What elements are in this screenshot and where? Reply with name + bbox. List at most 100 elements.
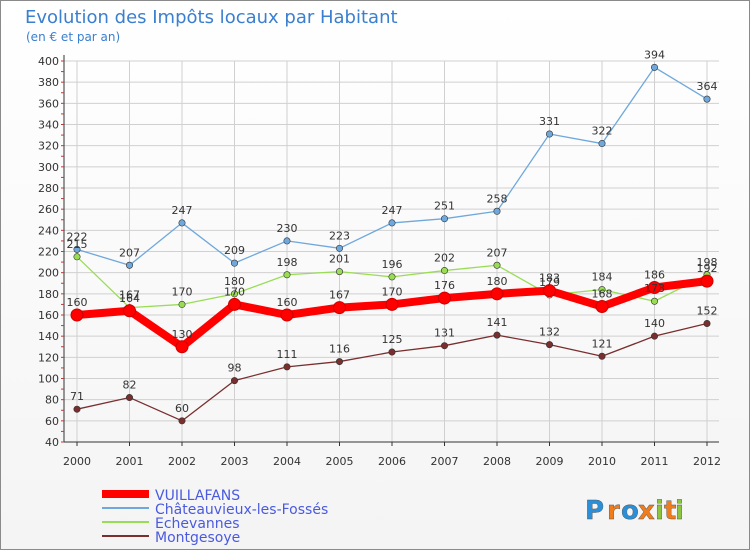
x-tick-label: 2001 xyxy=(116,455,144,468)
data-point xyxy=(388,219,396,227)
y-tick-label: 400 xyxy=(38,55,59,68)
y-tick-label: 280 xyxy=(38,182,59,195)
y-tick-label: 60 xyxy=(45,415,59,428)
data-point xyxy=(231,377,239,385)
x-tick-label: 2012 xyxy=(693,455,721,468)
data-label: 170 xyxy=(224,285,245,298)
data-label: 186 xyxy=(644,268,665,281)
data-label: 131 xyxy=(434,327,455,340)
data-label: 180 xyxy=(487,275,508,288)
data-label: 121 xyxy=(592,337,613,350)
legend-label: Montgesoye xyxy=(155,530,240,546)
legend-label: Châteauvieux-les-Fossés xyxy=(155,502,328,518)
data-point xyxy=(650,63,658,71)
data-label: 251 xyxy=(434,200,455,213)
x-tick-label: 2000 xyxy=(63,455,91,468)
y-tick-label: 40 xyxy=(45,436,59,449)
logo-letter: o xyxy=(621,496,639,526)
chart-title: Evolution des Impôts locaux par Habitant xyxy=(25,7,398,28)
data-label: 111 xyxy=(277,348,298,361)
x-tick-label: 2004 xyxy=(273,455,301,468)
data-label: 192 xyxy=(697,262,718,275)
data-label: 82 xyxy=(123,379,137,392)
y-tick-label: 300 xyxy=(38,161,59,174)
data-point xyxy=(598,352,606,360)
data-label: 364 xyxy=(697,80,718,93)
series-layer xyxy=(70,63,714,425)
data-label: 258 xyxy=(487,192,508,205)
x-tick-label: 2010 xyxy=(588,455,616,468)
grid-lines xyxy=(64,60,719,442)
data-point xyxy=(543,284,556,298)
data-label: 180 xyxy=(224,275,245,288)
data-label: 116 xyxy=(329,343,350,356)
data-label: 160 xyxy=(67,296,88,309)
data-label: 60 xyxy=(175,402,189,415)
data-point xyxy=(333,301,346,315)
x-tick-label: 2007 xyxy=(431,455,459,468)
data-label: 215 xyxy=(67,238,88,251)
data-point xyxy=(598,140,606,148)
data-label: 164 xyxy=(119,292,140,305)
data-point xyxy=(73,405,81,413)
x-tick-label: 2002 xyxy=(168,455,196,468)
y-tick-label: 260 xyxy=(38,203,59,216)
data-label: 198 xyxy=(697,256,718,269)
logo-letter: x xyxy=(638,496,655,526)
legend: VUILLAFANSChâteauvieux-les-FossésEchevan… xyxy=(102,488,328,546)
data-point xyxy=(178,417,186,425)
y-tick-label: 160 xyxy=(38,309,59,322)
data-label: 184 xyxy=(592,271,613,284)
data-point xyxy=(73,253,81,261)
data-point xyxy=(283,363,291,371)
data-point xyxy=(283,271,291,279)
data-point xyxy=(335,244,343,252)
data-point xyxy=(493,207,501,215)
logo-letter: t xyxy=(664,496,676,526)
data-point xyxy=(228,297,241,311)
data-point xyxy=(73,245,81,253)
x-tick-label: 2009 xyxy=(536,455,564,468)
data-point xyxy=(231,259,239,267)
data-label: 202 xyxy=(434,252,455,265)
legend-label: VUILLAFANS xyxy=(155,488,240,504)
data-label: 168 xyxy=(592,288,613,301)
y-tick-label: 240 xyxy=(38,224,59,237)
data-label: 125 xyxy=(382,333,403,346)
data-label: 222 xyxy=(67,230,88,243)
data-label: 98 xyxy=(228,362,242,375)
data-point xyxy=(335,358,343,366)
y-tick-label: 220 xyxy=(38,246,59,259)
data-label: 130 xyxy=(172,328,193,341)
data-point xyxy=(70,308,84,322)
data-label: 152 xyxy=(697,304,718,317)
data-label: 140 xyxy=(644,317,665,330)
x-tick-label: 2011 xyxy=(641,455,669,468)
logo-letter: i xyxy=(675,496,684,526)
data-label: 71 xyxy=(70,390,84,403)
data-label: 247 xyxy=(382,204,403,217)
data-point xyxy=(385,297,399,311)
data-label: 176 xyxy=(434,279,455,292)
data-point xyxy=(335,268,343,276)
data-label: 247 xyxy=(172,204,193,217)
data-point xyxy=(388,273,396,281)
data-label: 394 xyxy=(644,48,665,61)
y-tick-label: 100 xyxy=(38,373,59,386)
data-label: 209 xyxy=(224,244,245,257)
data-point xyxy=(490,287,504,301)
data-label: 230 xyxy=(277,222,298,235)
data-point xyxy=(648,280,661,294)
x-tick-label: 2005 xyxy=(326,455,354,468)
data-point xyxy=(440,215,448,223)
y-tick-label: 120 xyxy=(38,351,59,364)
data-point xyxy=(231,290,239,298)
data-label: 201 xyxy=(329,253,350,266)
data-label: 173 xyxy=(644,282,665,295)
data-label: 223 xyxy=(329,229,350,242)
data-point xyxy=(545,341,553,349)
y-tick-label: 180 xyxy=(38,288,59,301)
x-tick-label: 2003 xyxy=(221,455,249,468)
